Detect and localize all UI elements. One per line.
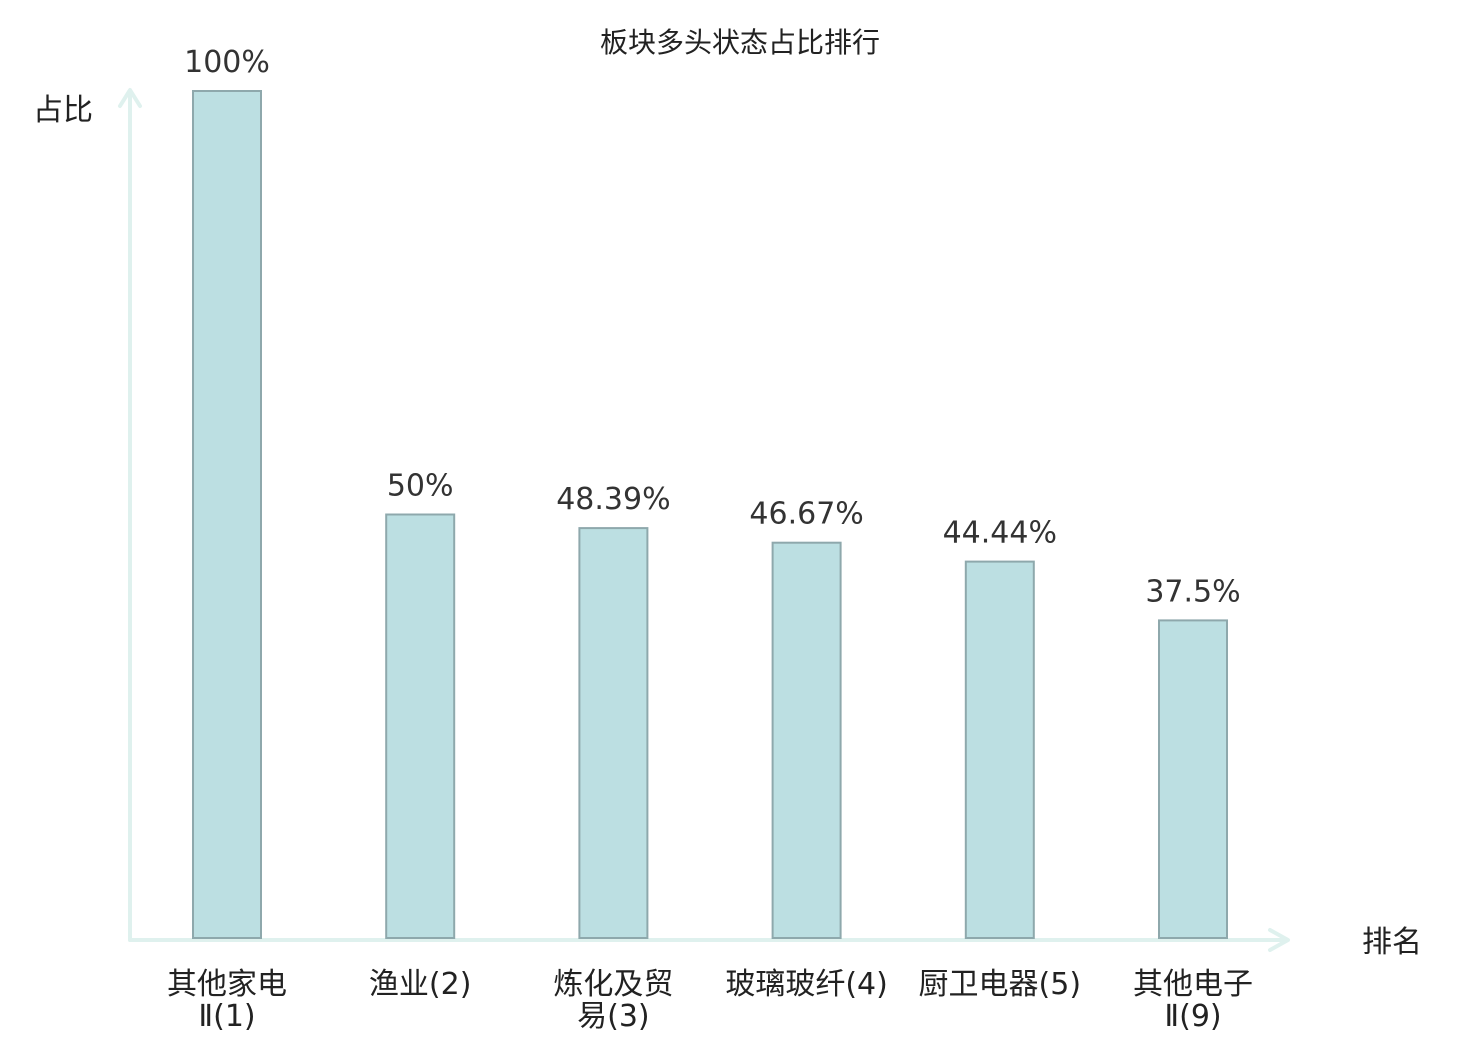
- category-label-5-line-1: 厨卫电器(5): [919, 967, 1082, 1002]
- value-label-6: 37.5%: [1145, 574, 1240, 609]
- y-axis-label: 占比: [33, 93, 93, 128]
- chart-title: 板块多头状态占比排行: [600, 26, 880, 59]
- value-label-3: 48.39%: [556, 482, 670, 517]
- bars-group: [192, 90, 1228, 940]
- x-axis-arrow: [1268, 928, 1290, 952]
- category-label-2-line-1: 渔业(2): [369, 967, 472, 1002]
- category-label-1-line-1: 其他家电: [167, 967, 287, 1002]
- category-label-6-line-1: 其他电子: [1133, 967, 1253, 1002]
- x-axis-label: 排名: [1362, 925, 1422, 960]
- bar-6: [1158, 619, 1228, 940]
- y-axis-arrow: [118, 88, 142, 108]
- category-label-3-line-2: 易(3): [577, 999, 650, 1034]
- axes: [118, 88, 1290, 952]
- value-label-4: 46.67%: [749, 497, 863, 532]
- bar-3: [578, 527, 649, 939]
- category-label-4-line-1: 玻璃玻纤(4): [725, 967, 888, 1002]
- category-label-1-line-2: Ⅱ(1): [198, 999, 255, 1034]
- value-labels-group: 100% 50% 48.39% 46.67% 44.44% 37.5%: [184, 45, 1241, 609]
- bar-4: [771, 541, 842, 939]
- category-label-6-line-2: Ⅱ(9): [1164, 999, 1221, 1034]
- bar-2: [385, 513, 456, 939]
- value-label-2: 50%: [387, 469, 454, 504]
- category-label-3-line-1: 炼化及贸: [553, 967, 673, 1002]
- bar-5: [964, 560, 1035, 939]
- value-label-1: 100%: [184, 45, 270, 80]
- value-label-5: 44.44%: [943, 516, 1057, 551]
- bar-1: [192, 90, 262, 939]
